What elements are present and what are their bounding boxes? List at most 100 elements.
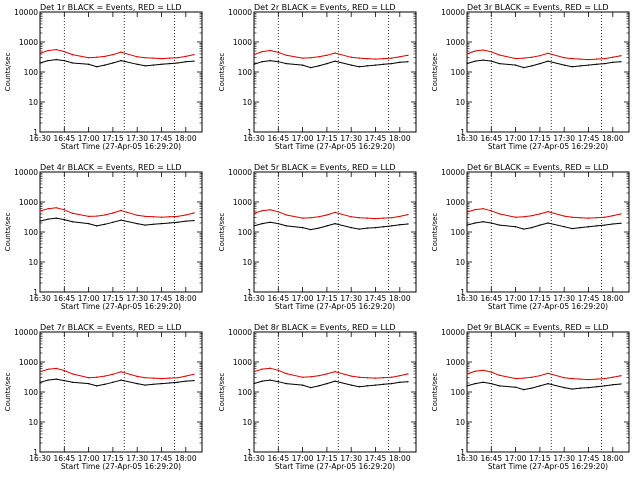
x-tick-label: 18:00 [389, 294, 411, 303]
lld-point [168, 216, 171, 218]
events-point [571, 388, 573, 390]
lld-point [399, 56, 401, 58]
lld-point [310, 376, 312, 378]
chart-panel-1: Det 1r BLACK = Events, RED = LLD 1 10 100 10… [4, 3, 203, 151]
y-tick-label: 10000 [441, 8, 465, 17]
x-tick-label: 16:30 [456, 454, 478, 463]
events-series-line [253, 221, 408, 231]
events-point [144, 65, 146, 67]
y-axis-label: Counts/sec [218, 53, 226, 92]
lld-point [587, 217, 590, 219]
lld-point [326, 54, 328, 57]
lld-point [334, 52, 336, 54]
x-tick-label: 17:30 [553, 294, 575, 303]
x-axis-label: Start Time (27-Apr-05 16:29:20) [61, 142, 181, 151]
x-tick-label: 17:30 [553, 134, 575, 143]
x-tick-label: 16:30 [243, 134, 265, 143]
lld-point [482, 49, 484, 51]
lld-point [374, 58, 377, 60]
events-point [466, 385, 468, 387]
events-point [301, 384, 304, 386]
lld-point [261, 368, 263, 370]
y-tick-label: 10 [28, 418, 38, 427]
events-point [301, 226, 304, 229]
lld-point [104, 214, 106, 216]
events-point [334, 60, 336, 62]
lld-point [193, 212, 195, 214]
events-point [269, 221, 271, 224]
lld-point [144, 376, 146, 379]
events-point [350, 64, 352, 66]
events-point [310, 228, 312, 231]
events-point [334, 222, 336, 225]
events-point [269, 379, 271, 381]
x-tick-label: 17:00 [292, 454, 314, 463]
lld-point [96, 215, 98, 217]
events-point [604, 385, 606, 387]
chart-panel-3: Det 3r BLACK = Events, RED = LLD 1 10 100 10… [431, 3, 630, 151]
events-point [318, 227, 320, 229]
lld-point [334, 370, 336, 373]
lld-point [466, 53, 468, 55]
events-point [482, 59, 484, 61]
lld-point [301, 217, 304, 219]
x-tick-label: 17:15 [529, 294, 551, 303]
y-tick-label: 10 [455, 418, 465, 427]
x-tick-label: 17:30 [340, 294, 362, 303]
events-point [579, 226, 582, 229]
x-tick-label: 16:45 [267, 134, 289, 143]
lld-point [112, 53, 114, 56]
lld-point [474, 50, 476, 52]
lld-point [490, 371, 492, 373]
x-tick-label: 17:00 [292, 294, 314, 303]
y-tick-label: 1000 [446, 358, 465, 367]
x-axis-label: Start Time (27-Apr-05 16:29:20) [61, 462, 181, 471]
lld-point [104, 375, 106, 377]
chart-title: Det 1r BLACK = Events, RED = LLD [40, 3, 182, 12]
lld-point [474, 370, 476, 372]
events-point [55, 58, 57, 61]
x-tick-label: 17:15 [529, 134, 551, 143]
y-tick-label: 1000 [446, 198, 465, 207]
lld-series-line [466, 208, 622, 219]
y-tick-label: 10000 [14, 168, 38, 177]
y-tick-label: 1 [33, 128, 38, 137]
events-point [55, 217, 57, 219]
events-point [620, 61, 622, 63]
lld-point [318, 216, 320, 218]
events-point [523, 228, 525, 230]
events-point [261, 380, 263, 382]
lld-point [193, 373, 195, 375]
events-point [39, 62, 41, 64]
events-point [374, 226, 377, 229]
lld-point [407, 54, 409, 57]
events-point [96, 225, 98, 227]
x-axis-label: Start Time (27-Apr-05 16:29:20) [275, 462, 395, 471]
x-tick-label: 17:30 [340, 134, 362, 143]
events-point [391, 62, 393, 65]
y-tick-label: 100 [24, 388, 39, 397]
lld-point [185, 214, 187, 216]
y-tick-label: 1 [33, 288, 38, 297]
events-point [547, 382, 549, 385]
lld-point [514, 377, 517, 380]
x-tick-label: 17:45 [365, 134, 387, 143]
lld-point [620, 213, 622, 215]
events-point [531, 387, 533, 389]
chart-title: Det 6r BLACK = Events, RED = LLD [467, 163, 609, 172]
events-point [612, 61, 614, 64]
x-tick-label: 18:00 [175, 134, 197, 143]
lld-point [612, 214, 614, 217]
y-tick-label: 1000 [19, 38, 38, 47]
events-series-line [253, 60, 408, 69]
events-point [144, 224, 146, 226]
events-point [285, 382, 288, 385]
chart-title: Det 8r BLACK = Events, RED = LLD [254, 323, 396, 332]
x-tick-label: 17:45 [151, 134, 173, 143]
lld-point [620, 54, 622, 57]
x-tick-label: 17:45 [578, 134, 600, 143]
lld-point [514, 216, 517, 218]
lld-series-line [253, 209, 409, 220]
events-point [595, 63, 598, 66]
lld-point [531, 214, 533, 217]
